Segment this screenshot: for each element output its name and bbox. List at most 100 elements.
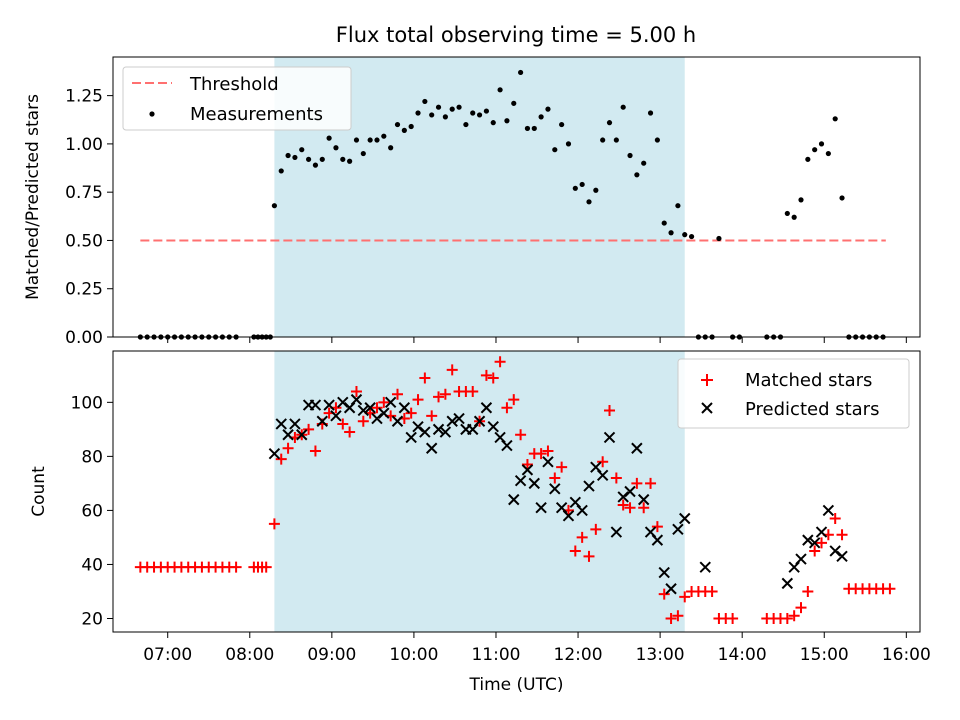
measurement-point-41 (415, 110, 420, 115)
measurement-point-57 (525, 126, 530, 131)
measurement-point-51 (484, 108, 489, 113)
measurement-point-96 (819, 141, 824, 146)
measurement-point-22 (285, 153, 290, 158)
measurement-point-42 (422, 99, 427, 104)
matched-star-point-92 (796, 602, 807, 613)
predicted-star-point-67 (817, 527, 827, 537)
predicted-star-point-64 (796, 554, 806, 564)
measurement-point-77 (662, 220, 667, 225)
bottom-y-tick-label-1: 40 (81, 555, 103, 575)
measurement-point-26 (313, 163, 318, 168)
bottom-x-ticks: 07:00 08:00 09:00 10:00 11:00 12:00 13:00 14:00… (143, 632, 931, 665)
predicted-star-point-62 (782, 578, 792, 588)
predicted-star-point-69 (830, 546, 840, 556)
bottom-y-tick-label-0: 20 (81, 609, 103, 629)
matched-star-point-93 (802, 586, 813, 597)
measurement-point-69 (607, 120, 612, 125)
x-tick-label-1: 08:00 (225, 645, 274, 665)
bottom-shaded-interval (274, 351, 684, 632)
top-x-ticks (168, 337, 907, 343)
measurement-point-62 (559, 122, 564, 127)
measurement-point-79 (675, 203, 680, 208)
measurement-point-40 (409, 124, 414, 129)
x-axis-label: Time (UTC) (469, 675, 564, 695)
predicted-star-point-61 (700, 562, 710, 572)
figure: Flux total observing time = 5.00 h 0.000… (0, 0, 960, 720)
measurement-point-85 (716, 236, 721, 241)
measurement-point-28 (327, 136, 332, 141)
measurement-point-99 (839, 195, 844, 200)
legend-matched-label: Matched stars (745, 370, 872, 391)
x-tick-label-5: 12:00 (554, 645, 603, 665)
measurement-point-64 (573, 186, 578, 191)
measurement-point-44 (436, 105, 441, 110)
measurement-point-66 (586, 199, 591, 204)
measurement-point-61 (552, 147, 557, 152)
top-y-axis-label: Matched/Predicted stars (23, 94, 43, 300)
measurement-point-56 (518, 70, 523, 75)
top-y-tick-label-5: 1.25 (65, 87, 103, 107)
top-panel: 0.000.250.500.751.001.25 Matched/Predict… (23, 57, 920, 348)
measurement-point-76 (655, 137, 660, 142)
top-legend: Threshold Measurements (123, 67, 351, 130)
top-y-ticks: 0.000.250.500.751.001.25 (65, 87, 113, 348)
measurement-point-54 (504, 118, 509, 123)
measurement-point-29 (333, 145, 338, 150)
measurement-point-80 (682, 232, 687, 237)
measurement-point-31 (347, 159, 352, 164)
matched-star-point-105 (884, 583, 895, 594)
matched-star-point-91 (789, 610, 800, 621)
measurement-point-37 (388, 145, 393, 150)
x-tick-label-0: 07:00 (143, 645, 192, 665)
x-tick-label-8: 15:00 (800, 645, 849, 665)
measurement-point-98 (833, 116, 838, 121)
x-tick-label-3: 10:00 (389, 645, 438, 665)
measurement-point-50 (477, 112, 482, 117)
measurement-point-35 (374, 137, 379, 142)
matched-star-point-86 (727, 613, 738, 624)
measurement-point-52 (491, 120, 496, 125)
measurement-point-93 (798, 197, 803, 202)
top-y-tick-label-1: 0.25 (65, 280, 103, 300)
measurement-point-27 (320, 157, 325, 162)
predicted-star-point-70 (837, 551, 847, 561)
measurement-point-68 (600, 137, 605, 142)
measurement-point-92 (792, 215, 797, 220)
measurement-point-23 (292, 155, 297, 160)
x-tick-label-6: 13:00 (636, 645, 685, 665)
x-tick-label-7: 14:00 (718, 645, 767, 665)
measurement-point-21 (279, 168, 284, 173)
measurement-point-43 (429, 112, 434, 117)
top-y-tick-label-2: 0.50 (65, 231, 103, 251)
measurement-point-58 (532, 126, 537, 131)
top-y-tick-label-0: 0.00 (65, 328, 103, 348)
measurement-point-55 (511, 101, 516, 106)
measurement-point-73 (634, 172, 639, 177)
measurement-point-63 (566, 141, 571, 146)
bottom-y-tick-label-2: 60 (81, 501, 103, 521)
measurement-point-97 (826, 151, 831, 156)
measurement-point-71 (621, 105, 626, 110)
bottom-y-tick-label-3: 80 (81, 447, 103, 467)
measurement-point-95 (812, 147, 817, 152)
measurement-point-45 (443, 114, 448, 119)
measurement-point-46 (450, 107, 455, 112)
bottom-legend: Matched stars Predicted stars (678, 359, 909, 428)
x-tick-label-2: 09:00 (307, 645, 356, 665)
measurement-point-47 (456, 105, 461, 110)
measurement-point-65 (580, 182, 585, 187)
measurement-point-32 (354, 137, 359, 142)
measurement-point-34 (368, 137, 373, 142)
measurement-point-39 (402, 128, 407, 133)
measurement-point-72 (627, 153, 632, 158)
bottom-y-ticks: 20 40 60 80 100 (71, 393, 113, 629)
measurement-point-25 (306, 157, 311, 162)
measurement-point-38 (395, 122, 400, 127)
measurement-point-30 (340, 157, 345, 162)
legend-threshold-label: Threshold (189, 74, 279, 95)
measurement-point-53 (497, 87, 502, 92)
predicted-star-point-68 (823, 505, 833, 515)
measurement-point-67 (593, 188, 598, 193)
measurement-point-91 (785, 211, 790, 216)
measurement-point-75 (648, 110, 653, 115)
